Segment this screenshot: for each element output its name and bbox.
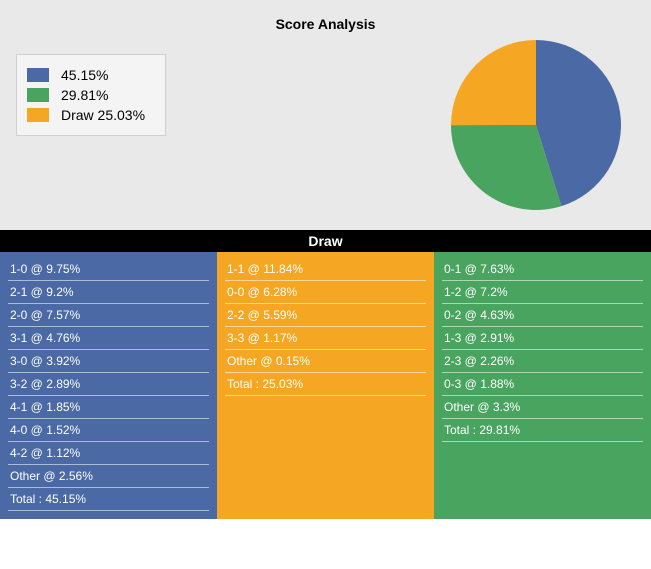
score-row: 2-0 @ 7.57% [8,304,209,327]
legend-item: 29.81% [27,85,145,105]
score-row: 3-2 @ 2.89% [8,373,209,396]
score-row: 1-3 @ 2.91% [442,327,643,350]
legend-label: 45.15% [61,65,108,85]
column-body: 1-0 @ 9.75%2-1 @ 9.2%2-0 @ 7.57%3-1 @ 4.… [0,252,217,519]
column-header [0,230,217,252]
legend: 45.15%29.81%Draw 25.03% [16,54,166,136]
legend-item: 45.15% [27,65,145,85]
score-row: 2-1 @ 9.2% [8,281,209,304]
score-row: 3-0 @ 3.92% [8,350,209,373]
score-row: 2-3 @ 2.26% [442,350,643,373]
score-column: 1-0 @ 9.75%2-1 @ 9.2%2-0 @ 7.57%3-1 @ 4.… [0,230,217,519]
legend-label: 29.81% [61,85,108,105]
score-row: Total : 25.03% [225,373,426,396]
score-row: 4-2 @ 1.12% [8,442,209,465]
top-section: Score Analysis 45.15%29.81%Draw 25.03% [0,0,651,230]
column-header [434,230,651,252]
score-row: 2-2 @ 5.59% [225,304,426,327]
score-row: 0-2 @ 4.63% [442,304,643,327]
legend-item: Draw 25.03% [27,105,145,125]
score-row: Other @ 3.3% [442,396,643,419]
legend-swatch [27,68,49,82]
score-row: 3-3 @ 1.17% [225,327,426,350]
score-row: 0-0 @ 6.28% [225,281,426,304]
pie-chart [451,40,621,215]
score-row: 0-1 @ 7.63% [442,258,643,281]
pie-slice [451,40,536,125]
score-row: 3-1 @ 4.76% [8,327,209,350]
score-row: Other @ 2.56% [8,465,209,488]
score-row: 4-1 @ 1.85% [8,396,209,419]
legend-swatch [27,88,49,102]
column-body: 1-1 @ 11.84%0-0 @ 6.28%2-2 @ 5.59%3-3 @ … [217,252,434,519]
score-row: Total : 45.15% [8,488,209,511]
score-row: 1-2 @ 7.2% [442,281,643,304]
score-row: 1-1 @ 11.84% [225,258,426,281]
legend-label: Draw 25.03% [61,105,145,125]
score-column: 0-1 @ 7.63%1-2 @ 7.2%0-2 @ 4.63%1-3 @ 2.… [434,230,651,519]
column-body: 0-1 @ 7.63%1-2 @ 7.2%0-2 @ 4.63%1-3 @ 2.… [434,252,651,519]
score-row: 0-3 @ 1.88% [442,373,643,396]
score-row: 4-0 @ 1.52% [8,419,209,442]
score-row: Other @ 0.15% [225,350,426,373]
legend-swatch [27,108,49,122]
score-column: Draw1-1 @ 11.84%0-0 @ 6.28%2-2 @ 5.59%3-… [217,230,434,519]
score-row: Total : 29.81% [442,419,643,442]
score-columns: 1-0 @ 9.75%2-1 @ 9.2%2-0 @ 7.57%3-1 @ 4.… [0,230,651,519]
column-header: Draw [217,230,434,252]
score-row: 1-0 @ 9.75% [8,258,209,281]
